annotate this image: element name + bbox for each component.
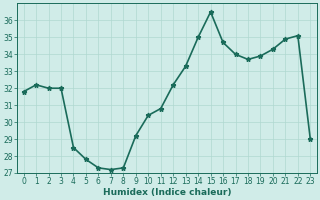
X-axis label: Humidex (Indice chaleur): Humidex (Indice chaleur): [103, 188, 231, 197]
